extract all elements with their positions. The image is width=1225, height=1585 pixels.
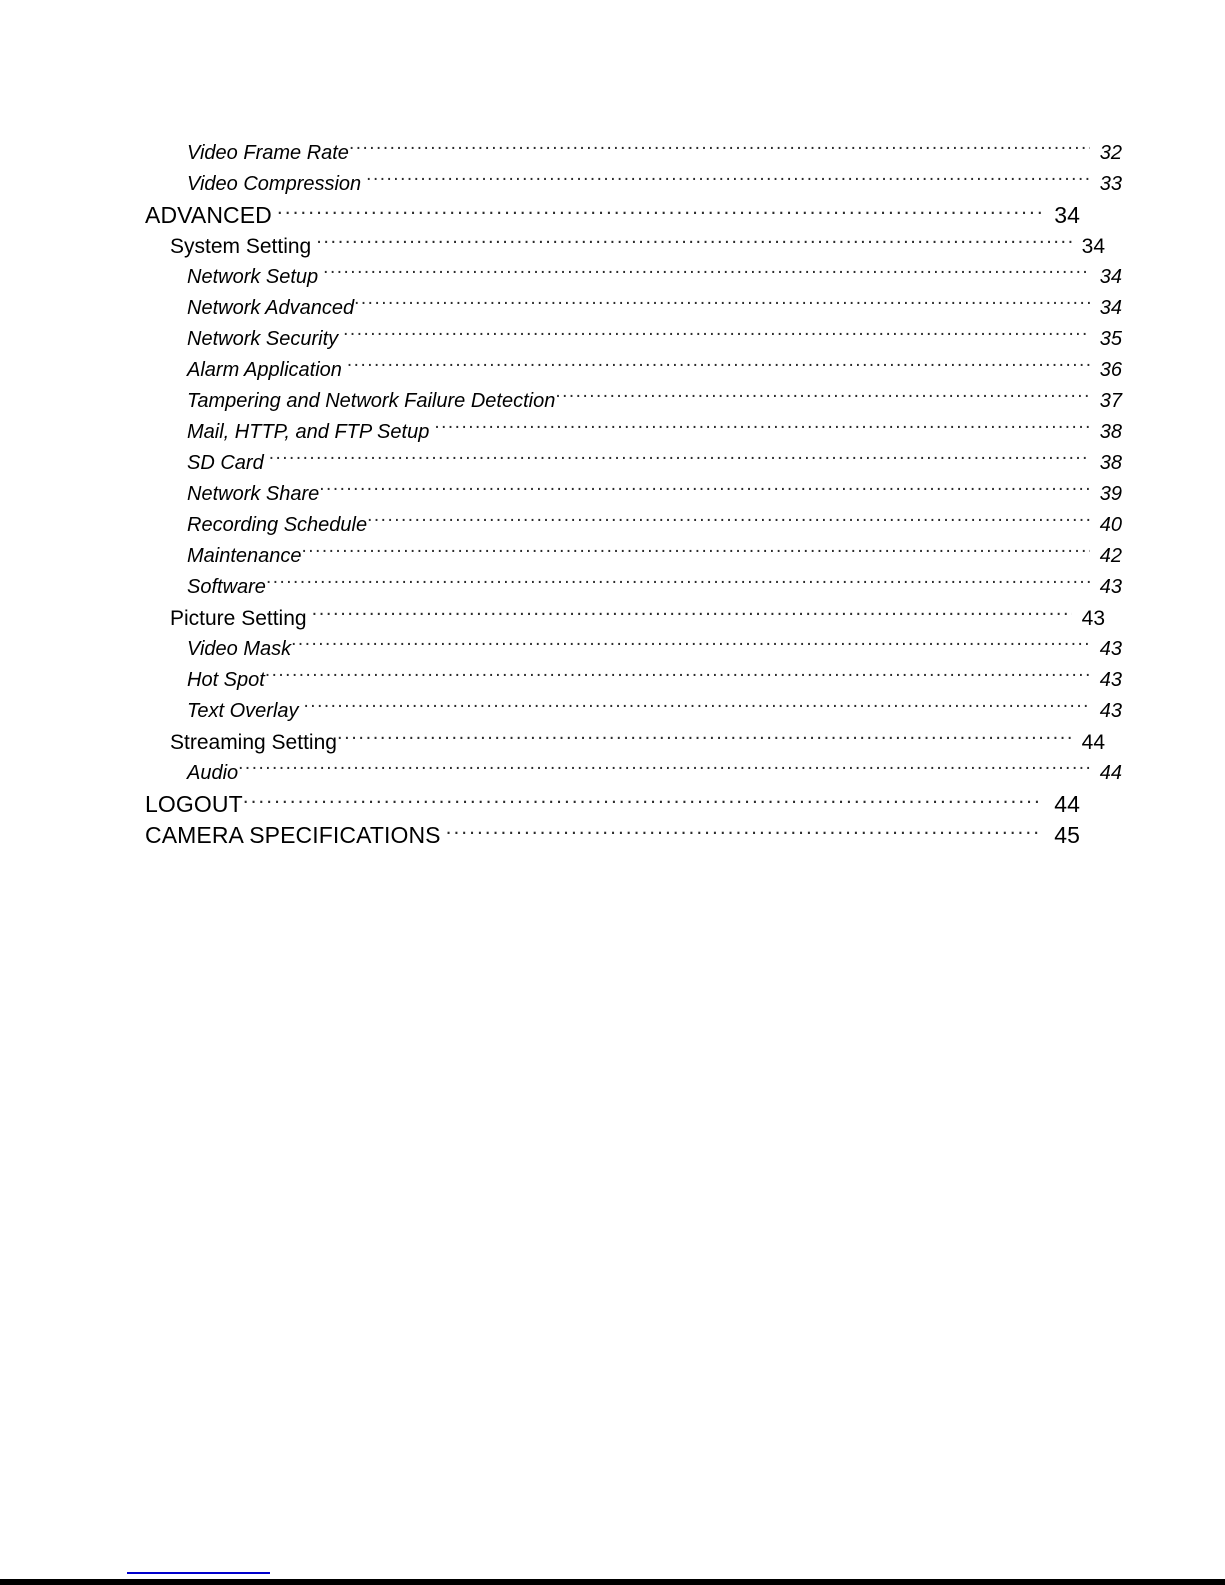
toc-entry-page-number: 34 [1099,297,1122,319]
toc-dot-leader [555,388,1090,407]
toc-entry-page-number: 44 [1081,731,1105,754]
toc-entry[interactable]: System Setting 34 [170,231,1105,262]
toc-entry[interactable]: Network Security 35 [187,324,1122,355]
toc-entry[interactable]: Text Overlay 43 [187,696,1122,727]
toc-entry-title: Network Setup [187,266,319,288]
toc-entry-page-number: 36 [1099,359,1122,381]
toc-entry[interactable]: Maintenance 42 [187,541,1122,572]
toc-entry-page-number: 32 [1099,142,1122,164]
toc-entry[interactable]: Hot Spot 43 [187,665,1122,696]
toc-entry-title: Network Advanced [187,297,355,319]
toc-entry[interactable]: Video Compression 33 [187,169,1122,200]
toc-entry-page-number: 45 [1054,822,1080,848]
toc-dot-leader [367,512,1090,531]
toc-entry-title: Network Security [187,328,339,350]
toc-entry-page-number: 38 [1099,452,1122,474]
toc-entry-title: Picture Setting [170,607,307,630]
toc-dot-leader [265,667,1090,686]
toc-entry[interactable]: Network Setup 34 [187,262,1122,293]
toc-entry[interactable]: Audio 44 [187,758,1122,789]
toc-entry[interactable]: LOGOUT 44 [145,789,1080,820]
toc-entry-title: Recording Schedule [187,514,368,536]
toc-entry-page-number: 34 [1054,202,1080,228]
toc-entry[interactable]: Software 43 [187,572,1122,603]
toc-entry[interactable]: Alarm Application 36 [187,355,1122,386]
toc-entry[interactable]: Network Share 39 [187,479,1122,510]
toc-entry-page-number: 43 [1081,607,1105,630]
toc-dot-leader [347,357,1090,376]
toc-entry-title: System Setting [170,235,312,258]
toc-entry-page-number: 34 [1099,266,1122,288]
toc-entry-title: LOGOUT [145,791,243,817]
toc-entry-title: Tampering and Network Failure Detection [187,390,556,412]
toc-dot-leader [302,543,1090,562]
toc-entry-page-number: 43 [1099,576,1122,598]
toc-dot-leader [337,729,1072,749]
toc-entry-page-number: 40 [1099,514,1122,536]
toc-dot-leader [434,419,1090,438]
toc-entry-page-number: 35 [1099,328,1122,350]
toc-entry-title: Mail, HTTP, and FTP Setup [187,421,430,443]
toc-entry-page-number: 34 [1081,235,1105,258]
toc-entry-title: Video Mask [187,638,292,660]
toc-entry-title: Video Compression [187,173,362,195]
toc-entry-page-number: 43 [1099,700,1122,722]
toc-dot-leader [312,605,1072,625]
toc-dot-leader [319,481,1090,500]
toc-entry-title: Software [187,576,266,598]
toc-entry-title: Network Share [187,483,320,505]
toc-entry-title: CAMERA SPECIFICATIONS [145,822,441,848]
toc-dot-leader [316,233,1072,253]
toc-entry-page-number: 44 [1099,762,1122,784]
toc-entry-page-number: 43 [1099,638,1122,660]
toc-dot-leader [366,171,1090,190]
toc-entry-title: Audio [187,762,239,784]
toc-dot-leader [291,636,1090,655]
toc-entry[interactable]: Recording Schedule 40 [187,510,1122,541]
toc-dot-leader [354,295,1090,314]
toc-dot-leader [446,822,1042,843]
toc-entry-page-number: 37 [1099,390,1122,412]
toc-entry[interactable]: Video Mask 43 [187,634,1122,665]
toc-entry-page-number: 42 [1099,545,1122,567]
toc-dot-leader [323,264,1090,283]
toc-dot-leader [343,326,1090,345]
table-of-contents: Video Frame Rate 32 Video Compression 33 ADV… [145,138,1122,851]
toc-dot-leader [269,450,1090,469]
toc-entry-title: Hot Spot [187,669,265,691]
toc-entry-title: Alarm Application [187,359,342,381]
toc-entry-page-number: 39 [1099,483,1122,505]
toc-entry[interactable]: Picture Setting 43 [170,603,1105,634]
toc-entry-page-number: 38 [1099,421,1122,443]
footer-hyperlink-underline[interactable] [127,1572,270,1574]
toc-entry-page-number: 33 [1099,173,1122,195]
toc-dot-leader [266,574,1090,593]
toc-dot-leader [277,202,1042,223]
toc-entry[interactable]: Tampering and Network Failure Detection 3… [187,386,1122,417]
page-bottom-bar [0,1579,1225,1585]
toc-entry[interactable]: ADVANCED 34 [145,200,1080,231]
toc-dot-leader [238,760,1090,779]
toc-entry-page-number: 44 [1054,791,1080,817]
toc-entry[interactable]: CAMERA SPECIFICATIONS 45 [145,820,1080,851]
toc-dot-leader [243,791,1042,812]
toc-entry[interactable]: Network Advanced 34 [187,293,1122,324]
toc-entry-title: Streaming Setting [170,731,337,754]
toc-entry-title: SD Card [187,452,264,474]
toc-entry-title: Text Overlay [187,700,299,722]
toc-entry-page-number: 43 [1099,669,1122,691]
toc-entry-title: Maintenance [187,545,302,567]
toc-entry[interactable]: Mail, HTTP, and FTP Setup 38 [187,417,1122,448]
toc-entry[interactable]: Streaming Setting 44 [170,727,1105,758]
toc-entry[interactable]: Video Frame Rate 32 [187,138,1122,169]
toc-dot-leader [349,140,1090,159]
toc-entry[interactable]: SD Card 38 [187,448,1122,479]
toc-entry-title: ADVANCED [145,202,272,228]
toc-dot-leader [304,698,1090,717]
toc-entry-title: Video Frame Rate [187,142,349,164]
